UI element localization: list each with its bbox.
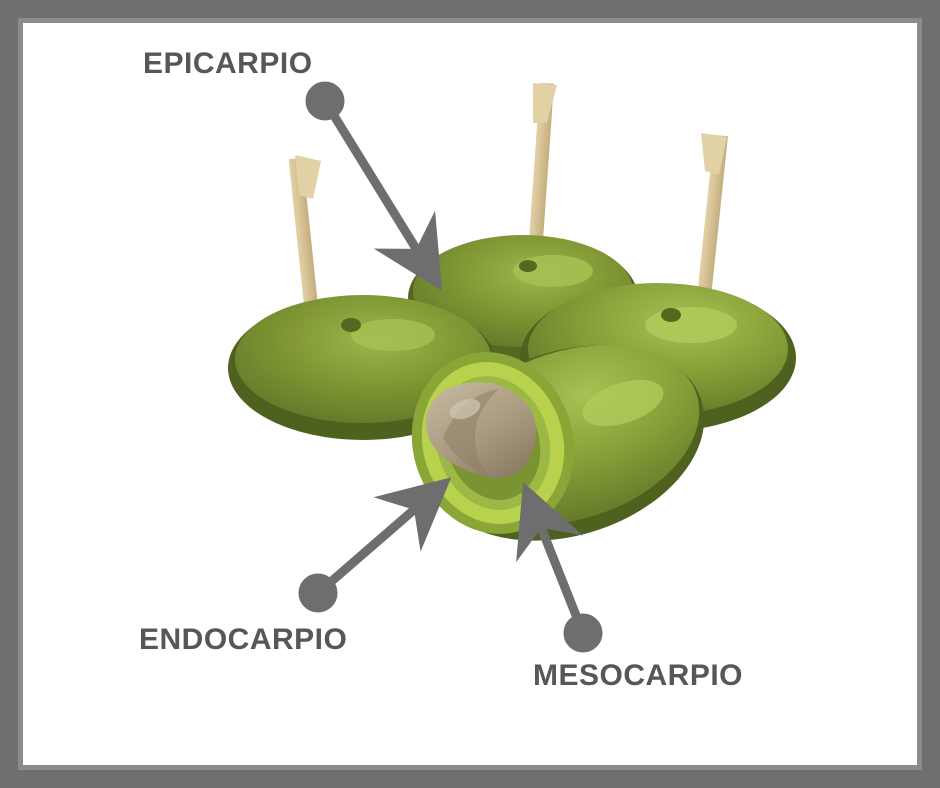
olives-group xyxy=(228,83,796,574)
arrow-endocarpio xyxy=(303,495,431,608)
arrow-epicarpio xyxy=(310,86,428,268)
olive-diagram-svg xyxy=(23,23,917,765)
diagram-canvas: EPICARPIO ENDOCARPIO MESOCARPIO xyxy=(18,18,922,770)
